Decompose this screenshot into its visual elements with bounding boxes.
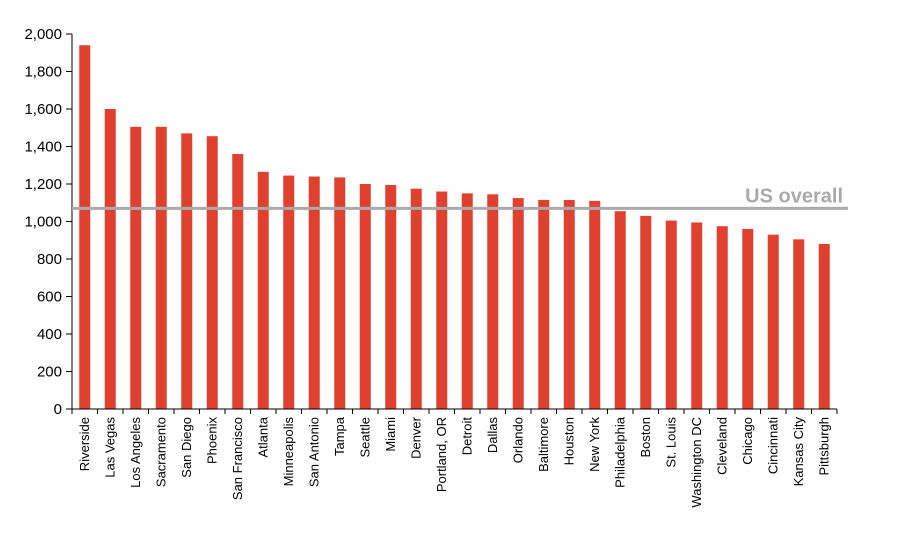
y-tick-label: 1,400	[24, 139, 62, 156]
bar	[130, 126, 142, 409]
x-tick-label: San Diego	[179, 417, 194, 478]
bar	[767, 234, 779, 409]
bar	[461, 193, 473, 409]
x-tick-label: Cincinnati	[765, 417, 780, 474]
x-tick-label: Miami	[383, 417, 398, 452]
bar	[665, 220, 677, 409]
y-tick-label: 1,600	[24, 101, 62, 118]
x-tick-label: New York	[587, 417, 602, 472]
x-tick-label: Phoenix	[204, 417, 219, 464]
y-tick-label: 1,000	[24, 214, 62, 231]
x-tick-label: Minneapolis	[281, 417, 296, 487]
y-tick-label: 200	[37, 364, 62, 381]
bar	[283, 175, 295, 409]
bar	[563, 199, 575, 409]
bar	[79, 45, 91, 409]
y-axis: 0 200 400 600 800 1,000 1,200 1,400 1,600 1,800 2,…	[24, 26, 73, 418]
x-tick-label: Kansas City	[791, 417, 806, 487]
x-tick-label: Chicago	[740, 417, 755, 465]
bar	[589, 200, 601, 409]
bar	[487, 194, 499, 409]
x-tick-label: Portland, OR	[434, 417, 449, 492]
bar	[742, 229, 754, 409]
bar	[232, 154, 244, 409]
bar	[410, 188, 422, 409]
y-tick-label: 2,000	[24, 26, 62, 43]
bar	[385, 184, 397, 409]
y-tick-label: 800	[37, 251, 62, 268]
bar	[716, 226, 728, 409]
bar	[614, 211, 626, 409]
bar	[104, 109, 116, 409]
x-tick-label: Cleveland	[714, 417, 729, 475]
reference-line-group: US overall	[72, 185, 848, 210]
y-tick-label: 600	[37, 289, 62, 306]
bar	[436, 191, 448, 409]
x-tick-label: Boston	[638, 417, 653, 457]
bar	[308, 176, 320, 409]
x-tick-label: Seattle	[357, 417, 372, 457]
x-tick-label: Sacramento	[153, 417, 168, 487]
bar	[691, 222, 703, 409]
x-tick-label: Orlando	[510, 417, 525, 463]
y-tick-label: 1,800	[24, 64, 62, 81]
x-tick-label: St. Louis	[663, 417, 678, 468]
bar	[181, 133, 193, 409]
x-tick-label: Tampa	[332, 416, 347, 456]
x-tick-label: Detroit	[459, 417, 474, 456]
bar	[334, 177, 346, 409]
x-tick-label: Riverside	[77, 417, 92, 471]
x-tick-label: Philadelphia	[612, 416, 627, 488]
y-tick-label: 400	[37, 326, 62, 343]
bar	[793, 239, 805, 409]
bar	[640, 215, 652, 409]
x-tick-label: Denver	[408, 416, 423, 459]
x-tick-label: Houston	[561, 417, 576, 465]
bar	[538, 199, 550, 409]
x-tick-label: Las Vegas	[102, 417, 117, 478]
x-tick-label: San Antonio	[306, 417, 321, 487]
x-tick-label: Pittsburgh	[816, 417, 831, 476]
bar	[155, 126, 167, 409]
bar	[206, 136, 218, 409]
y-tick-label: 1,200	[24, 176, 62, 193]
y-tick-label: 0	[54, 401, 62, 418]
x-tick-label: Baltimore	[536, 417, 551, 472]
x-axis: Riverside Las Vegas Los Angeles Sacramento S…	[71, 408, 838, 508]
x-tick-label: Los Angeles	[128, 417, 143, 488]
x-tick-label: Washington DC	[689, 417, 704, 508]
us-overall-label: US overall	[745, 185, 843, 207]
bar	[818, 244, 830, 409]
x-tick-label: Atlanta	[255, 416, 270, 457]
bar	[359, 184, 371, 409]
bar	[257, 171, 269, 409]
x-tick-label: Dallas	[485, 417, 500, 454]
bars	[79, 45, 830, 409]
x-tick-label: San Francisco	[230, 417, 245, 500]
bar	[512, 198, 524, 409]
